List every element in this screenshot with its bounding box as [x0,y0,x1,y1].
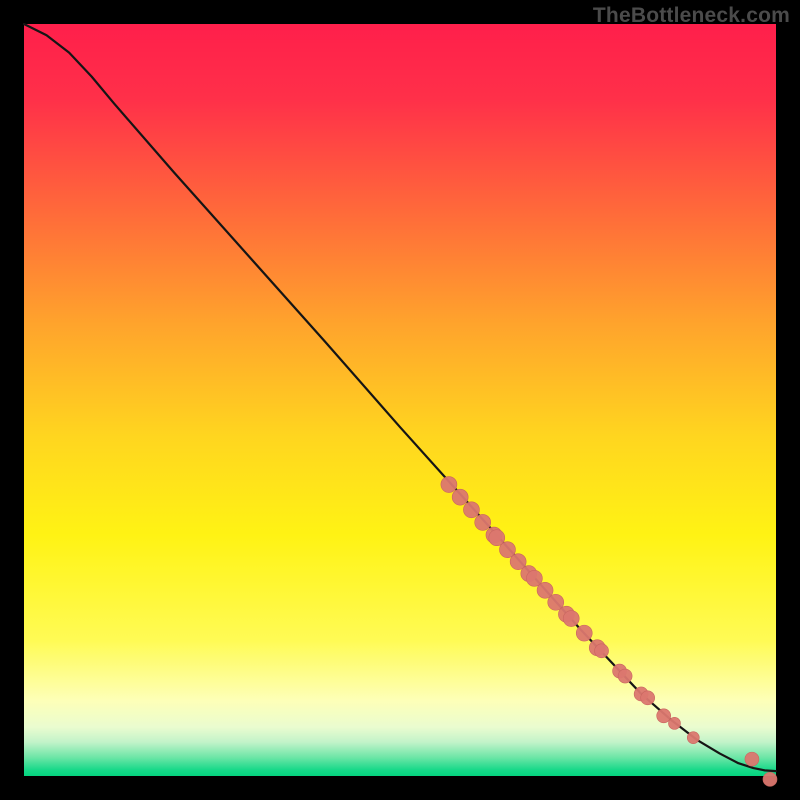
data-marker [576,625,592,641]
bottleneck-curve-chart [0,0,800,800]
plot-background-gradient [24,24,776,776]
data-marker [475,514,491,530]
figure-container: TheBottleneck.com [0,0,800,800]
data-marker [441,477,457,493]
data-marker [687,732,699,744]
data-marker [641,691,655,705]
data-marker [668,717,680,729]
data-marker [745,752,759,766]
data-marker [618,669,632,683]
data-marker [657,709,671,723]
data-marker [763,772,777,786]
data-marker [563,611,579,627]
data-marker [452,489,468,505]
data-marker [595,644,609,658]
data-marker [463,502,479,518]
